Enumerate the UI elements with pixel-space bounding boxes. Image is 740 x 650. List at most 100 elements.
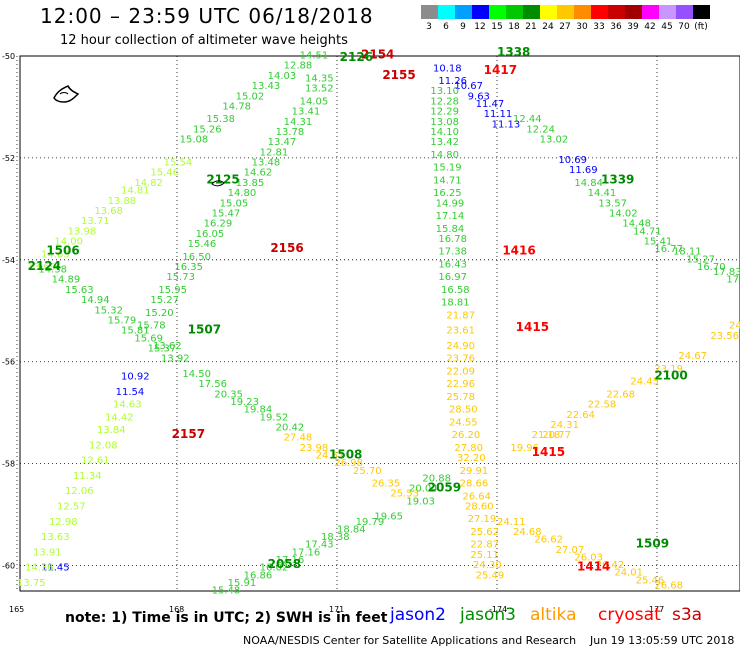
- wave-height-label: 28.50: [449, 405, 478, 416]
- x-tick-label: 168: [169, 605, 184, 614]
- wave-height-label: 17.38: [438, 247, 467, 258]
- wave-height-label: 14.05: [300, 96, 329, 107]
- pass-number-label: 1417: [484, 63, 517, 77]
- wave-height-label: 13.02: [540, 135, 569, 146]
- wave-height-label: 11.26: [438, 76, 467, 87]
- wave-height-label: 14.63: [41, 249, 70, 260]
- wave-height-label: 29.91: [460, 466, 489, 477]
- wave-height-label: 16.77: [654, 244, 683, 255]
- wave-height-label: 24.31: [550, 420, 579, 431]
- wave-height-label: 14.41: [588, 188, 617, 199]
- wave-height-label: 16.97: [438, 272, 467, 283]
- y-tick-labels: -50 -52 -54 -56 -58 -60: [2, 52, 15, 571]
- wave-height-label: 14.80: [228, 188, 257, 199]
- wave-height-label: 22.87: [470, 540, 499, 551]
- wave-height-label: 12.24: [526, 124, 555, 135]
- wave-height-label: 13.42: [430, 137, 459, 148]
- wave-height-label: 22.96: [446, 379, 475, 390]
- wave-height-label: 14.03: [268, 71, 297, 82]
- wave-height-label: 26.42: [596, 560, 625, 571]
- wave-height-label: 19.84: [244, 405, 273, 416]
- pass-number-label: 2059: [428, 481, 461, 495]
- generated-timestamp: Jun 19 13:05:59 UTC 2018: [590, 634, 735, 647]
- wave-height-label: 15.26: [193, 124, 222, 135]
- wave-height-label: 22.64: [566, 410, 595, 421]
- pass-number-label: 2155: [382, 68, 415, 82]
- color-swatch: [659, 5, 676, 19]
- wave-height-label: 12.88: [284, 61, 313, 72]
- wave-height-label: 27.48: [284, 433, 313, 444]
- wave-height-label: 13.84: [97, 425, 126, 436]
- wave-height-label: 10.18: [433, 63, 462, 74]
- wave-height-label: 14.81: [121, 186, 150, 197]
- wave-height-label: 10.69: [558, 155, 587, 166]
- y-tick-label: -50: [2, 52, 15, 61]
- wave-height-label: 11.45: [41, 563, 70, 574]
- wave-height-label: 15.38: [206, 114, 235, 125]
- wave-height-label: 13.41: [292, 107, 321, 118]
- wave-height-label: 24.68: [513, 527, 542, 538]
- wave-height-label: 15.27: [150, 295, 179, 306]
- wave-height-label: 15.79: [108, 316, 137, 327]
- wave-height-label: 13.98: [68, 226, 97, 237]
- wave-height-label: 13.08: [430, 117, 459, 128]
- wave-height-label: 26.20: [452, 430, 481, 441]
- wave-height-label: 14.78: [222, 102, 251, 113]
- wave-height-label: 14.63: [113, 400, 142, 411]
- wave-height-label: 14.62: [244, 168, 273, 179]
- color-swatch: [608, 5, 625, 19]
- wave-height-label: 13.71: [81, 216, 110, 227]
- wave-height-label: 11.11: [484, 109, 513, 120]
- pass-number-label: 2156: [270, 241, 303, 255]
- wave-height-label: 24.45: [630, 377, 659, 388]
- pass-number-label: 1414: [577, 560, 610, 574]
- wave-height-label: 27.19: [468, 514, 497, 525]
- page-title: 12:00 – 23:59 UTC 06/18/2018: [40, 4, 374, 28]
- wave-height-label: 15.54: [164, 158, 193, 169]
- wave-height-label: 32.20: [457, 453, 486, 464]
- wave-height-label: 13.10: [430, 86, 459, 97]
- wave-height-label: 20.42: [276, 423, 305, 434]
- wave-height-label: 15.46: [150, 168, 179, 179]
- pass-number-label: 1508: [329, 448, 362, 462]
- wave-height-label: 12.28: [430, 96, 459, 107]
- color-scale-label: (ft): [694, 22, 708, 32]
- wave-height-label: 15.91: [228, 578, 257, 589]
- pass-number-label: 2154: [361, 48, 394, 62]
- wave-height-label: 24.58: [729, 321, 740, 332]
- wave-height-label: 16.50: [182, 252, 211, 263]
- color-scale-label: 12: [474, 22, 486, 32]
- wave-height-label: 13.78: [276, 127, 305, 138]
- wave-height-label: 13.48: [252, 158, 281, 169]
- wave-height-label: 11.13: [492, 119, 521, 130]
- color-swatch: [523, 5, 540, 19]
- color-swatch: [676, 5, 693, 19]
- wave-height-label: 14.89: [52, 275, 81, 286]
- wave-height-label: 15.95: [158, 285, 187, 296]
- wave-height-label: 19.65: [374, 512, 403, 523]
- wave-height-label: 15.78: [137, 321, 166, 332]
- wave-height-label: 17.43: [305, 540, 334, 551]
- wave-height-label: 12.44: [513, 114, 542, 125]
- pass-number-label: 2126: [340, 50, 373, 64]
- wave-height-label: 21.87: [446, 310, 475, 321]
- wave-height-label: 17.83: [713, 267, 740, 278]
- y-tick-label: -58: [2, 460, 15, 469]
- color-scale-label: 3: [426, 22, 432, 32]
- wave-height-label: 27.80: [454, 443, 483, 454]
- wave-height-label: 15.48: [212, 586, 241, 597]
- color-swatch: [574, 5, 591, 19]
- wave-height-label: 13.92: [161, 354, 190, 365]
- color-scale-label: 39: [627, 22, 639, 32]
- wave-height-label: 24.01: [614, 568, 643, 579]
- wave-height-label: 25.11: [470, 550, 499, 561]
- credit-line: NOAA/NESDIS Center for Satellite Applica…: [243, 634, 577, 647]
- wave-height-label: 16.29: [204, 219, 233, 230]
- wave-height-label: 12.29: [430, 107, 459, 118]
- wave-height-label: 20.04: [409, 484, 438, 495]
- color-swatch: [540, 5, 557, 19]
- wave-height-label: 14.50: [182, 369, 211, 380]
- legend-s3a: s3a: [672, 605, 703, 625]
- wave-height-label: 17.14: [436, 211, 465, 222]
